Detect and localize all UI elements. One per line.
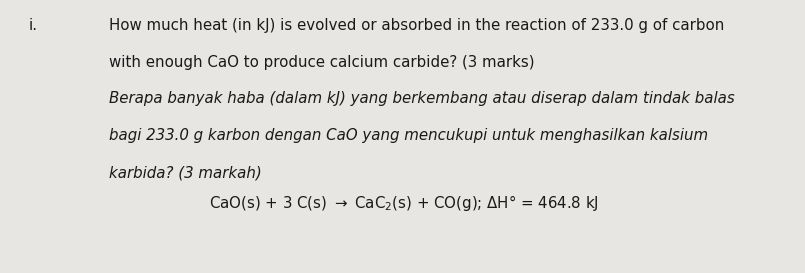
Text: i.: i. — [28, 18, 37, 33]
Text: with enough CaO to produce calcium carbide? (3 marks): with enough CaO to produce calcium carbi… — [109, 55, 535, 70]
Text: How much heat (in kJ) is evolved or absorbed in the reaction of 233.0 g of carbo: How much heat (in kJ) is evolved or abso… — [109, 18, 724, 33]
Text: CaO(s) + 3 C(s) $\rightarrow$ CaC$_{2}$(s) + CO(g); $\Delta$H° = 464.8 kJ: CaO(s) + 3 C(s) $\rightarrow$ CaC$_{2}$(… — [209, 193, 599, 213]
Text: bagi 233.0 g karbon dengan CaO yang mencukupi untuk menghasilkan kalsium: bagi 233.0 g karbon dengan CaO yang menc… — [109, 128, 708, 143]
Text: Berapa banyak haba (dalam kJ) yang berkembang atau diserap dalam tindak balas: Berapa banyak haba (dalam kJ) yang berke… — [109, 91, 734, 106]
Text: karbida? (3 markah): karbida? (3 markah) — [109, 165, 262, 180]
